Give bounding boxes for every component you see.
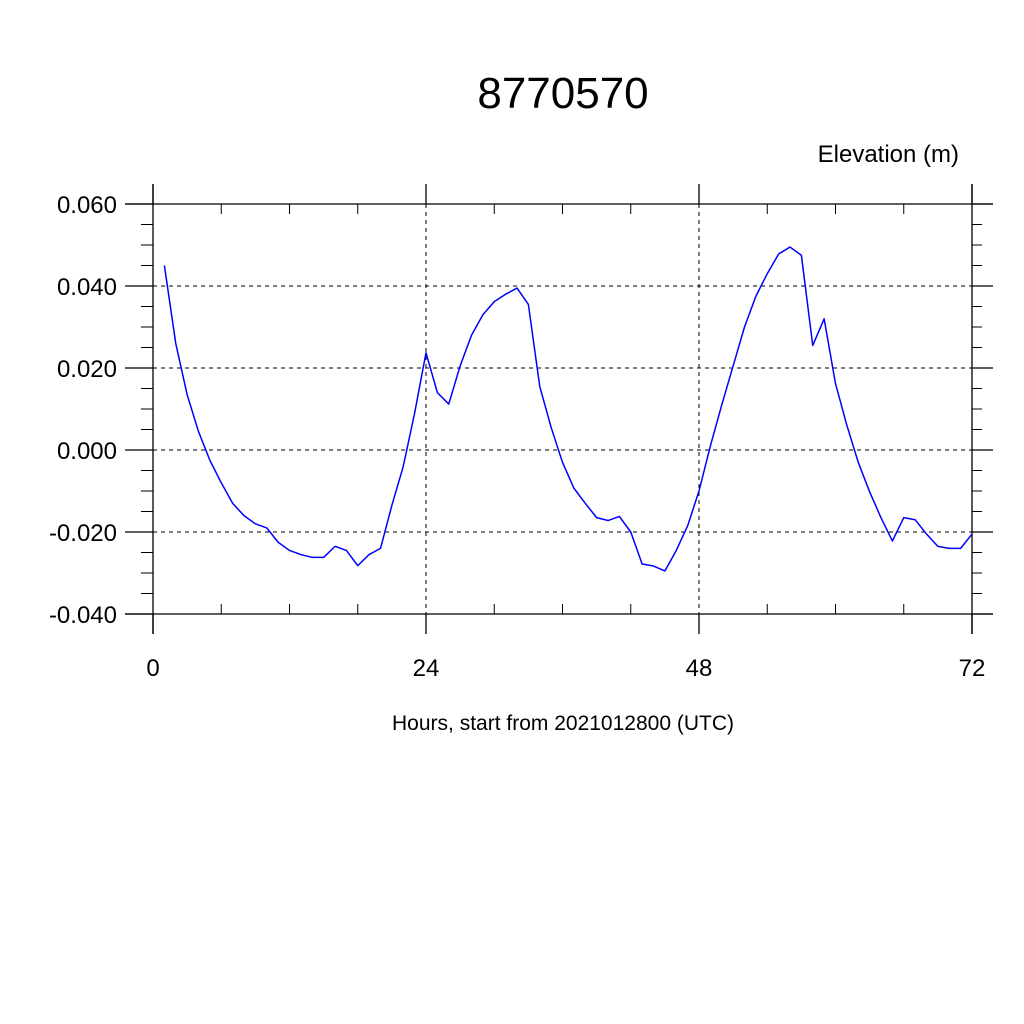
x-tick-label: 72 bbox=[959, 655, 986, 682]
y-axis-label: Elevation (m) bbox=[818, 141, 959, 168]
y-tick-label: -0.040 bbox=[49, 602, 117, 629]
y-tick-label: 0.020 bbox=[57, 356, 117, 383]
x-tick-label: 24 bbox=[413, 655, 440, 682]
series-line bbox=[163, 246, 973, 572]
y-tick-label: -0.020 bbox=[49, 520, 117, 547]
y-tick-label: 0.060 bbox=[57, 192, 117, 219]
y-tick-label: 0.040 bbox=[57, 274, 117, 301]
x-tick-label: 48 bbox=[686, 655, 713, 682]
x-axis-label: Hours, start from 2021012800 (UTC) bbox=[392, 712, 734, 735]
y-tick-label: 0.000 bbox=[57, 438, 117, 465]
x-tick-label: 0 bbox=[146, 655, 159, 682]
chart-title: 8770570 bbox=[477, 69, 648, 118]
